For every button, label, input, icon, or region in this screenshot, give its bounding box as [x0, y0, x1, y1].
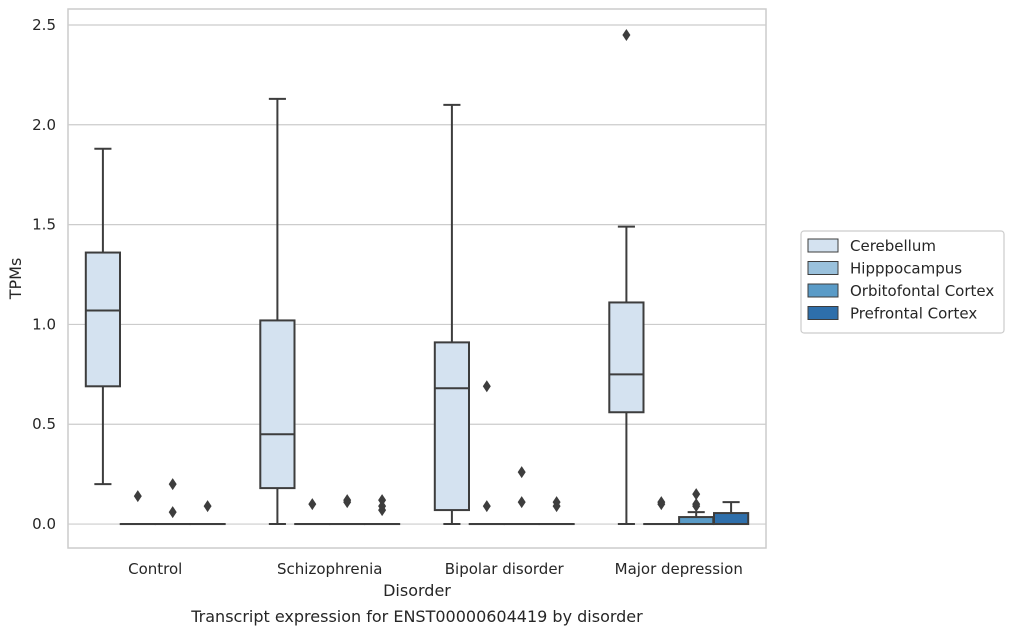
outlier-point: [657, 496, 666, 509]
outlier-point: [692, 500, 701, 513]
box-body: [678, 516, 715, 526]
box: [363, 494, 401, 526]
x-tick-label: Schizophrenia: [277, 560, 382, 578]
x-tick-label: Major depression: [615, 560, 743, 578]
outlier-point: [308, 498, 317, 511]
plot-frame: [67, 8, 767, 549]
x-tick-labels: Control Schizophrenia Bipolar disorder Majo…: [128, 560, 743, 578]
box-body: [712, 512, 750, 526]
box: [538, 496, 575, 526]
box: [468, 380, 505, 526]
legend-swatch: [807, 238, 839, 253]
y-tick-label: 0.5: [32, 415, 56, 433]
legend-label: Hipppocampus: [850, 260, 962, 278]
legend-label: Cerebellum: [850, 237, 936, 255]
box: [84, 147, 122, 486]
gridlines: [68, 24, 766, 525]
figure-caption: Transcript expression for ENST0000060441…: [190, 607, 643, 626]
y-tick-label: 1.0: [32, 315, 56, 333]
outlier-point: [482, 380, 491, 393]
outlier-point: [203, 500, 212, 513]
outlier-point: [692, 488, 701, 501]
box: [678, 488, 715, 526]
y-tick-label: 2.5: [32, 16, 56, 34]
outlier-point: [378, 504, 387, 517]
box-body: [608, 301, 645, 414]
box: [259, 97, 296, 526]
series-cerebellum: [84, 28, 645, 526]
legend-frame: [800, 230, 1005, 334]
outlier-point: [552, 500, 561, 513]
box: [712, 501, 750, 526]
series-orbitofontal-cortex: [154, 466, 715, 526]
box-body: [84, 251, 122, 388]
box: [154, 478, 191, 526]
box: [189, 500, 226, 526]
box: [329, 494, 366, 526]
box-series: [84, 28, 750, 526]
x-axis-label: Disorder: [383, 581, 451, 600]
box-body: [433, 341, 471, 512]
y-axis-label: TPMs: [6, 258, 25, 301]
box: [608, 28, 645, 526]
x-tick-label: Bipolar disorder: [445, 560, 565, 578]
legend-label: Prefrontal Cortex: [850, 305, 977, 323]
x-tick-label: Control: [128, 560, 182, 578]
box: [294, 498, 331, 526]
series-hipppocampus: [119, 380, 680, 526]
box-body: [259, 319, 296, 490]
legend: Cerebellum Hipppocampus Orbitofontal Corte…: [800, 230, 1005, 334]
outlier-point: [168, 506, 177, 519]
series-prefrontal-cortex: [189, 494, 750, 526]
box: [503, 466, 540, 526]
outlier-point: [517, 466, 526, 479]
outlier-point: [482, 500, 491, 513]
outlier-point: [517, 496, 526, 509]
legend-swatch: [807, 261, 839, 275]
outlier-point: [622, 28, 631, 41]
y-tick-label: 2.0: [32, 116, 56, 134]
y-tick-label: 1.5: [32, 216, 56, 234]
outlier-point: [168, 478, 177, 491]
outlier-point: [343, 494, 352, 507]
y-tick-label: 0.0: [32, 515, 56, 533]
box: [119, 490, 156, 526]
box: [433, 103, 471, 526]
outlier-point: [133, 490, 142, 503]
box: [643, 496, 680, 526]
legend-swatch: [807, 306, 839, 320]
y-tick-labels: 0.0 0.5 1.0 1.5 2.0 2.5: [32, 16, 56, 533]
legend-swatch: [807, 283, 839, 298]
legend-label: Orbitofontal Cortex: [850, 282, 994, 300]
